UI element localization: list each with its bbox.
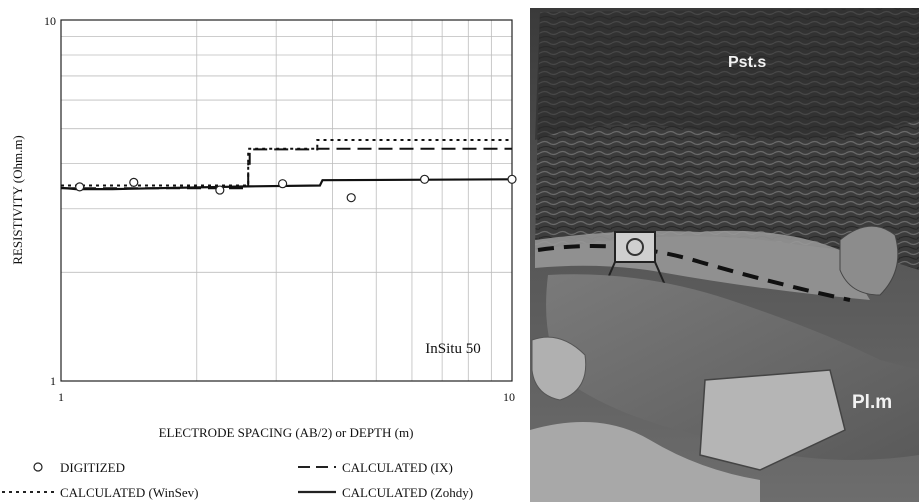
foreground-block: [699, 369, 846, 471]
legend-label-zohdy: CALCULATED (Zohdy): [342, 485, 473, 500]
x-tick-label-10: 10: [503, 390, 515, 404]
data-point-digitized-1: [129, 177, 139, 187]
label-pl-m: Pl.m: [852, 392, 892, 413]
series-line-calculated-winsev: [61, 139, 512, 187]
data-point-digitized-0: [75, 182, 85, 192]
legend-marker-digitized: [33, 462, 43, 472]
insitu-label: InSitu 50: [425, 341, 480, 357]
series-line-calculated-ix: [61, 147, 512, 190]
upper-rock-shading: [535, 8, 919, 140]
foreground-rubble: [530, 422, 760, 502]
legend-item-digitized: DIGITIZED: [33, 460, 125, 475]
y-tick-label-1: 1: [50, 374, 56, 388]
data-point-digitized-6: [507, 174, 517, 184]
marker-layer: [75, 174, 517, 203]
outcrop-photo: Pst.s Pl.m: [530, 8, 919, 502]
data-point-digitized-5: [419, 174, 430, 184]
data-point-digitized-4: [346, 193, 356, 203]
x-tick-label-1: 1: [58, 390, 64, 404]
data-point-digitized-2: [215, 185, 225, 195]
plot-frame: [60, 19, 513, 382]
legend-item-winsev: CALCULATED (WinSev): [2, 485, 199, 500]
label-pst-s: Pst.s: [728, 54, 766, 71]
legend-label-ix: CALCULATED (IX): [342, 460, 453, 475]
legend-item-ix: CALCULATED (IX): [298, 460, 453, 475]
legend-item-zohdy: CALCULATED (Zohdy): [298, 485, 473, 500]
legend-label-digitized: DIGITIZED: [60, 460, 125, 475]
grid-lines: [61, 20, 512, 381]
y-tick-label-10: 10: [44, 14, 56, 28]
left-boulder: [531, 336, 587, 401]
legend: DIGITIZED CALCULATED (WinSev) CALCULATED…: [2, 460, 473, 500]
legend-label-winsev: CALCULATED (WinSev): [60, 485, 199, 500]
contact-line: [537, 244, 851, 302]
chart: 10 1 1 10 RESISTIVITY (Ohm.m) ELECTRODE …: [2, 14, 517, 500]
x-axis-title: ELECTRODE SPACING (AB/2) or DEPTH (m): [159, 425, 414, 440]
data-point-digitized-3: [278, 179, 288, 189]
right-boulder: [839, 225, 899, 296]
y-axis-title: RESISTIVITY (Ohm.m): [10, 135, 25, 265]
